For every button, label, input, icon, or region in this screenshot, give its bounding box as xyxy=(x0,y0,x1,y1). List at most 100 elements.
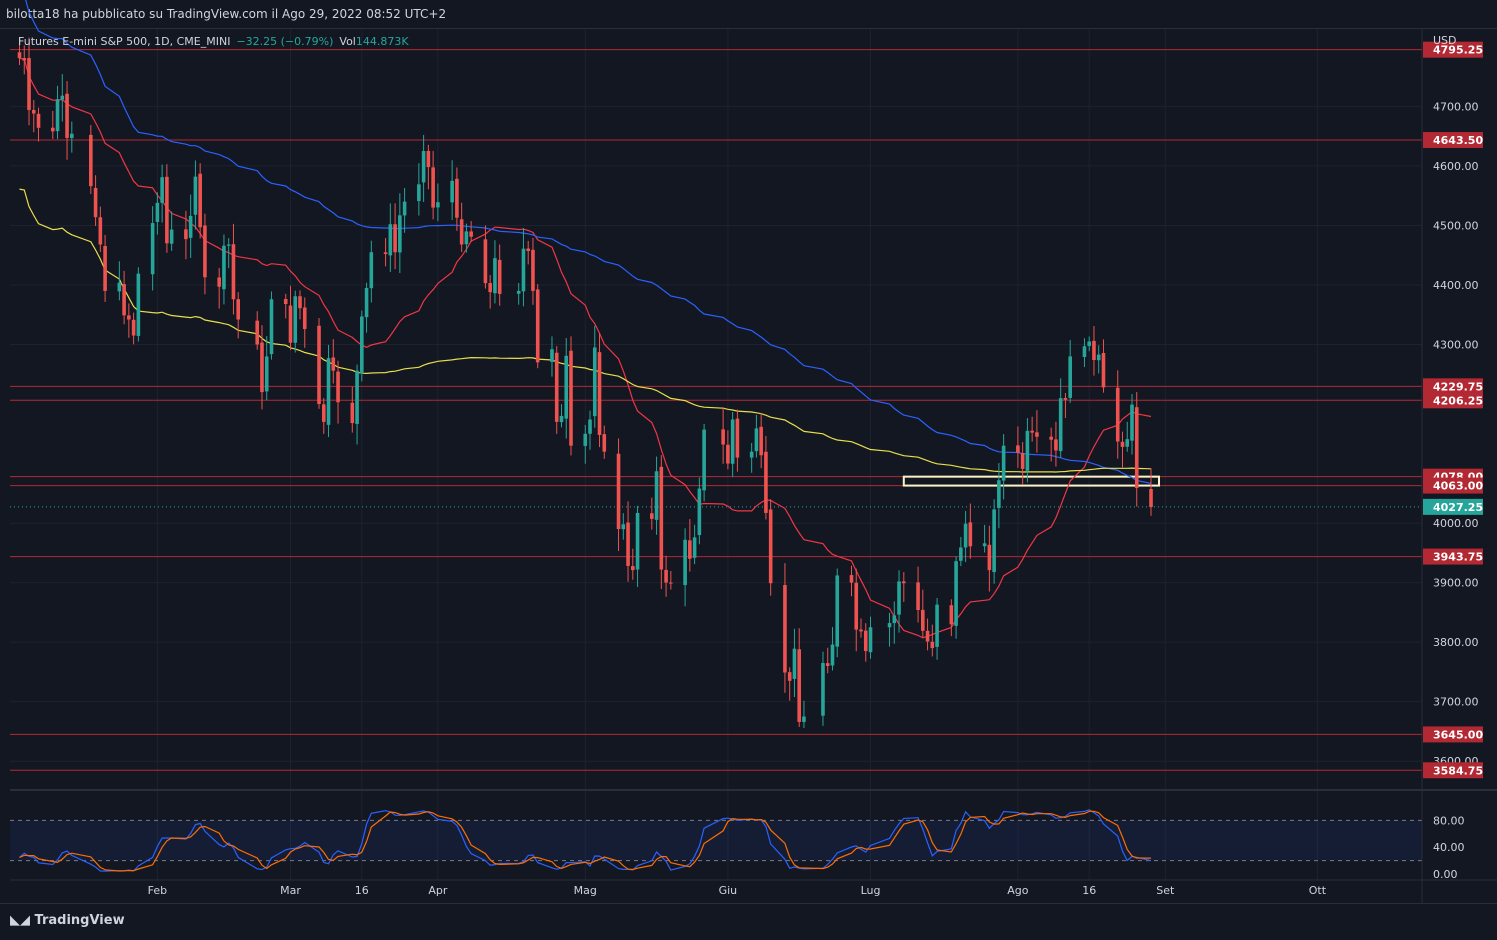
candle-body xyxy=(925,630,930,642)
candle xyxy=(588,410,592,450)
candle-body xyxy=(569,350,573,446)
x-tick-label: Apr xyxy=(428,884,448,897)
candle xyxy=(31,100,36,133)
candle xyxy=(488,275,492,309)
candle xyxy=(222,234,226,305)
candle xyxy=(1068,339,1072,403)
candle-body xyxy=(288,305,293,343)
candle-body xyxy=(916,582,920,610)
highlight-zone xyxy=(902,475,1161,487)
candle xyxy=(469,221,473,242)
candle xyxy=(269,291,274,360)
candle xyxy=(597,333,602,448)
candle xyxy=(1134,392,1139,507)
candle xyxy=(497,244,502,306)
candle-body xyxy=(436,202,440,208)
candle xyxy=(255,311,260,350)
candle xyxy=(697,477,702,545)
candle xyxy=(949,599,954,637)
candle-body xyxy=(702,429,706,491)
candle-body xyxy=(1025,430,1030,471)
publish-header: bilotta18 ha pubblicato su TradingView.c… xyxy=(0,0,1497,29)
candle-body xyxy=(621,524,626,530)
candle-body xyxy=(982,543,987,547)
candle-body xyxy=(431,167,435,208)
candle-body xyxy=(692,537,697,558)
candle xyxy=(217,267,221,309)
candle xyxy=(592,325,597,428)
candle-body xyxy=(659,466,664,570)
candle-body xyxy=(464,231,469,245)
candle-body xyxy=(317,325,321,405)
candle-body xyxy=(264,356,269,392)
candle-body xyxy=(721,429,725,445)
currency-label[interactable]: USD xyxy=(1433,34,1457,47)
stoch-tick-label: 80.00 xyxy=(1433,814,1465,827)
y-tick-label: 4300.00 xyxy=(1433,338,1479,351)
candle xyxy=(735,409,740,472)
candle xyxy=(55,85,60,140)
candle xyxy=(583,424,588,464)
candle xyxy=(369,240,374,303)
candle-body xyxy=(459,219,464,245)
x-tick-label: Mar xyxy=(280,884,301,897)
candle xyxy=(688,519,692,572)
symbol-legend[interactable]: Futures E-mini S&P 500, 1D, CME_MINI −32.… xyxy=(18,35,409,48)
candle-body xyxy=(93,187,98,218)
candle xyxy=(868,616,873,659)
candle-body xyxy=(402,201,407,216)
candle xyxy=(916,566,920,623)
candle xyxy=(60,74,65,122)
candle-body xyxy=(50,127,55,132)
candle xyxy=(1016,426,1020,468)
candle-body xyxy=(131,319,136,336)
candle xyxy=(1030,416,1034,442)
candle xyxy=(759,413,763,469)
candle-body xyxy=(688,540,692,559)
x-tick-label: Lug xyxy=(861,884,881,897)
x-tick-label: 16 xyxy=(355,884,369,897)
candle xyxy=(436,183,440,222)
volume-value: 144.873K xyxy=(355,35,409,48)
candle xyxy=(669,570,673,590)
candle xyxy=(1120,431,1125,468)
candle xyxy=(925,618,930,651)
candle xyxy=(921,589,925,638)
candle xyxy=(521,227,526,307)
candle xyxy=(954,556,958,639)
candle xyxy=(730,411,735,478)
candle-body xyxy=(1096,354,1101,361)
candle xyxy=(27,37,31,126)
candle xyxy=(516,282,521,305)
candle xyxy=(959,537,963,567)
last-price-label: 4027.25 xyxy=(1433,501,1483,514)
candle-body xyxy=(136,273,141,336)
candle xyxy=(169,211,174,251)
candle-body xyxy=(483,239,488,284)
candle-body xyxy=(854,582,859,630)
stochastic-oscillator xyxy=(10,809,1422,872)
candle-body xyxy=(122,284,126,316)
candle xyxy=(264,336,269,401)
candle xyxy=(1125,421,1130,452)
candle xyxy=(459,202,464,253)
candle xyxy=(283,293,288,319)
candle xyxy=(293,290,298,353)
candle-body xyxy=(669,582,673,584)
candle-body xyxy=(184,229,188,240)
candle-body xyxy=(802,716,806,723)
candle-body xyxy=(293,296,298,343)
level-label: 3943.75 xyxy=(1433,551,1483,564)
candle xyxy=(160,164,164,223)
candle-body xyxy=(835,575,840,647)
symbol-name: Futures E-mini S&P 500, 1D, CME_MINI xyxy=(18,35,231,48)
candle xyxy=(350,386,355,433)
price-chart[interactable]: 4700.00 4600.00 4500.00 4400.00 4300.00 4000.… xyxy=(0,0,1497,903)
candle-body xyxy=(417,184,421,202)
candle-body xyxy=(1063,397,1068,400)
x-tick-label: Ott xyxy=(1309,884,1327,897)
tradingview-logo[interactable]: ◣◢ TradingView xyxy=(10,913,125,928)
candle xyxy=(997,463,1001,529)
candle xyxy=(17,37,22,65)
candle-body xyxy=(768,509,773,584)
